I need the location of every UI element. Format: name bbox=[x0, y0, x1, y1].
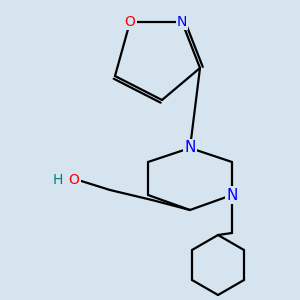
Text: N: N bbox=[226, 188, 238, 202]
Text: N: N bbox=[184, 140, 196, 155]
Text: O: O bbox=[69, 173, 80, 187]
Text: O: O bbox=[124, 15, 135, 29]
Text: H: H bbox=[53, 173, 63, 187]
Text: N: N bbox=[177, 15, 187, 29]
